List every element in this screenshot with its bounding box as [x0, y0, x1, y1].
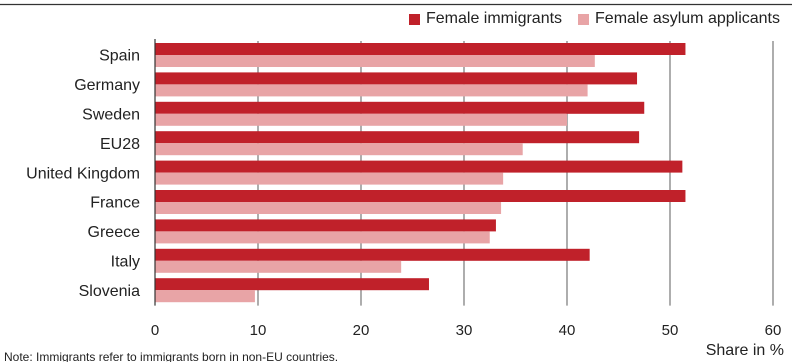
category-label-spain: Spain [99, 48, 140, 65]
x-tick-label-20: 20 [353, 322, 370, 339]
bar-slovenia-female-immigrants [155, 278, 429, 291]
x-tick-label-50: 50 [662, 322, 679, 339]
bar-eu28-female-asylum-applicants [155, 143, 523, 156]
category-label-greece: Greece [88, 224, 141, 241]
bar-germany-female-asylum-applicants [155, 84, 588, 97]
category-label-slovenia: Slovenia [79, 283, 140, 300]
category-label-italy: Italy [111, 254, 140, 271]
x-axis-label: Share in % [706, 342, 784, 359]
category-label-sweden: Sweden [82, 107, 140, 124]
bar-eu28-female-immigrants [155, 131, 640, 144]
bar-france-female-immigrants [155, 190, 686, 202]
bar-slovenia-female-asylum-applicants [155, 290, 255, 303]
legend: Female immigrants Female asylum applican… [409, 10, 780, 28]
legend-item-female-asylum-applicants: Female asylum applicants [578, 10, 780, 28]
bar-united-kingdom-female-immigrants [155, 160, 683, 173]
x-tick-label-10: 10 [250, 322, 267, 339]
x-tick-label-60: 60 [765, 322, 782, 339]
bar-germany-female-immigrants [155, 72, 638, 85]
category-label-eu28: EU28 [100, 136, 140, 153]
bar-spain-female-asylum-applicants [155, 55, 595, 67]
bar-spain-female-immigrants [155, 43, 686, 55]
bar-united-kingdom-female-asylum-applicants [155, 172, 504, 185]
bar-sweden-female-asylum-applicants [155, 113, 567, 126]
category-label-united-kingdom: United Kingdom [26, 165, 140, 182]
x-tick-label-30: 30 [456, 322, 473, 339]
bar-italy-female-immigrants [155, 248, 590, 261]
legend-label-female-asylum-applicants: Female asylum applicants [595, 10, 780, 27]
legend-item-female-immigrants: Female immigrants [409, 10, 562, 28]
bar-greece-female-asylum-applicants [155, 231, 490, 244]
category-label-germany: Germany [74, 77, 140, 94]
bar-sweden-female-immigrants [155, 101, 645, 114]
category-label-france: France [90, 195, 140, 212]
bar-france-female-asylum-applicants [155, 202, 502, 214]
legend-swatch-female-asylum-applicants [578, 13, 590, 25]
x-tick-label-40: 40 [559, 322, 576, 339]
legend-swatch-female-immigrants [409, 13, 420, 25]
legend-label-female-immigrants: Female immigrants [426, 10, 563, 27]
footnote-text: Note: Immigrants refer to immigrants bor… [4, 350, 338, 362]
bar-greece-female-immigrants [155, 219, 496, 232]
bar-italy-female-asylum-applicants [155, 260, 402, 273]
x-tick-label-0: 0 [151, 322, 159, 339]
